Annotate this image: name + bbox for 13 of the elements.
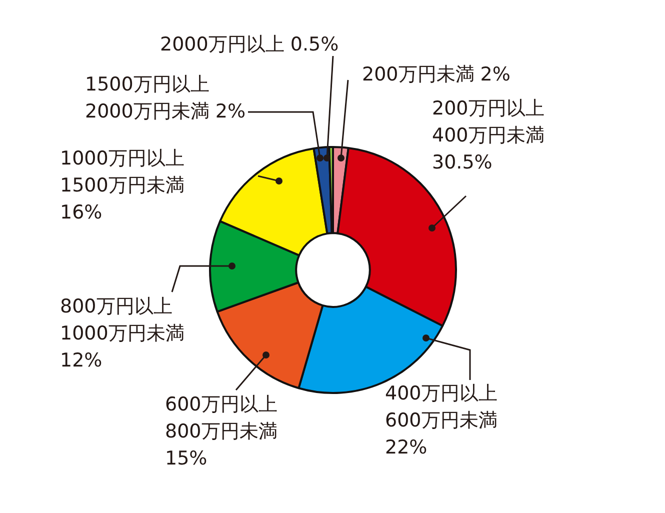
data-label: 30.5% [432, 151, 492, 174]
slice-label: 1500万円以上 2000万円未満 2% [85, 73, 246, 122]
slice-label: 200万円未満 2% [362, 63, 510, 86]
slice-label: 800万円以上 1000万円未満 [60, 295, 184, 344]
slice-label: 600万円以上 800万円未満 [165, 393, 278, 442]
data-label: 22% [385, 436, 428, 458]
slice-label: 400万円以上 600万円未満 [385, 382, 498, 432]
data-label: 16% [60, 201, 102, 224]
slice-label: 2000万円以上 0.5% [160, 33, 339, 56]
slice-label: 1000万円以上 1500万円未満 [60, 147, 184, 196]
slice-label: 200万円以上 400万円未満 [432, 97, 544, 146]
data-label: 12% [60, 349, 102, 372]
data-label: 15% [165, 447, 208, 470]
